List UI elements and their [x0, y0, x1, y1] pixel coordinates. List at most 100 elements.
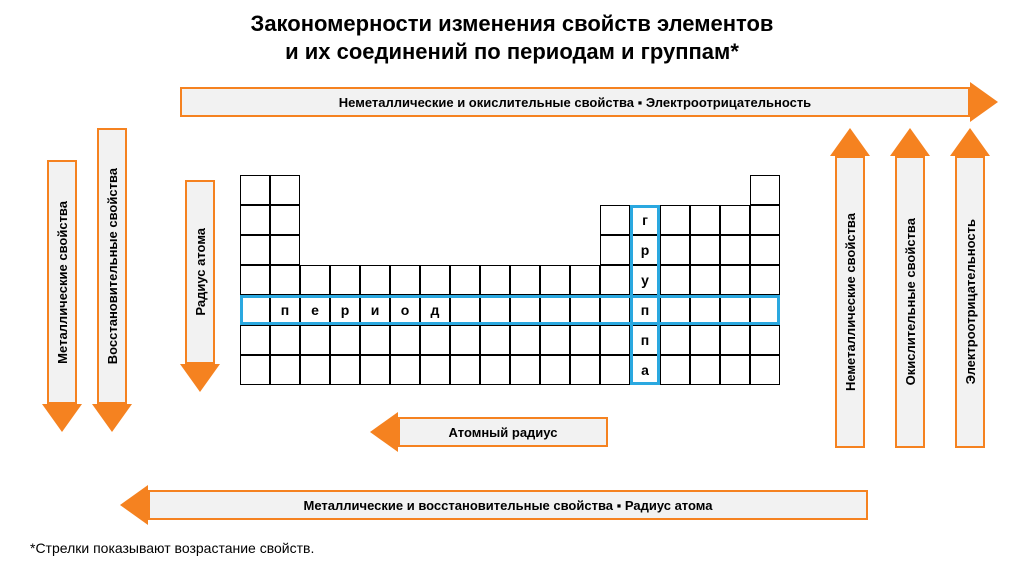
- grid-cell: [450, 325, 480, 355]
- grid-cell: [330, 325, 360, 355]
- grid-cell: [360, 355, 390, 385]
- grid-cell: [690, 205, 720, 235]
- arrow-left-down-1: Металлические свойства: [42, 160, 82, 432]
- grid-cell: п: [270, 295, 300, 325]
- arrow-left-down-1-label: Металлические свойства: [55, 195, 70, 370]
- arrow-right-up-2: Окислительные свойства: [890, 128, 930, 448]
- grid-cell: [570, 265, 600, 295]
- arrow-right-up-1-label: Неметаллические свойства: [843, 207, 858, 397]
- grid-cell: [720, 295, 750, 325]
- arrowhead-down-icon: [92, 404, 132, 432]
- arrow-bottom-left-label: Металлические и восстановительные свойст…: [148, 490, 868, 520]
- grid-cell: у: [630, 265, 660, 295]
- grid-cell: [690, 355, 720, 385]
- grid-cell: [420, 325, 450, 355]
- grid-cell: [480, 325, 510, 355]
- grid-cell: [270, 235, 300, 265]
- grid-cell: [510, 295, 540, 325]
- arrow-left-down-3: Радиус атома: [180, 180, 220, 392]
- grid-cell: [480, 295, 510, 325]
- periodic-table-grid: групериодппа: [240, 175, 780, 385]
- arrowhead-up-icon: [830, 128, 870, 156]
- arrowhead-down-icon: [42, 404, 82, 432]
- grid-cell: [600, 235, 630, 265]
- grid-cell: [300, 355, 330, 385]
- grid-cell: [240, 175, 270, 205]
- grid-cell: [240, 295, 270, 325]
- grid-cell: [660, 295, 690, 325]
- arrow-right-up-3: Электроотрицательность: [950, 128, 990, 448]
- grid-cell: [720, 205, 750, 235]
- grid-cell: [240, 325, 270, 355]
- arrow-top-right-label: Неметаллические и окислительные свойства…: [180, 87, 970, 117]
- grid-cell: [600, 265, 630, 295]
- grid-cell: [450, 265, 480, 295]
- grid-cell: д: [420, 295, 450, 325]
- arrow-top-right: Неметаллические и окислительные свойства…: [180, 82, 998, 122]
- arrow-atomic-radius: Атомный радиус: [370, 412, 608, 452]
- grid-cell: [660, 355, 690, 385]
- grid-cell: [540, 325, 570, 355]
- grid-cell: [540, 355, 570, 385]
- arrow-left-down-3-label: Радиус атома: [193, 222, 208, 322]
- grid-cell: а: [630, 355, 660, 385]
- grid-cell: п: [630, 295, 660, 325]
- grid-cell: [660, 235, 690, 265]
- grid-cell: р: [630, 235, 660, 265]
- grid-cell: [240, 235, 270, 265]
- grid-cell: [270, 265, 300, 295]
- grid-cell: [300, 265, 330, 295]
- grid-cell: [450, 355, 480, 385]
- arrow-right-up-2-label: Окислительные свойства: [903, 212, 918, 391]
- grid-cell: [690, 325, 720, 355]
- arrow-bottom-left: Металлические и восстановительные свойст…: [120, 485, 868, 525]
- grid-cell: [540, 265, 570, 295]
- arrowhead-left-icon: [370, 412, 398, 452]
- grid-cell: [750, 295, 780, 325]
- arrow-left-down-2-label: Восстановительные свойства: [105, 162, 120, 370]
- arrow-right-up-3-label: Электроотрицательность: [963, 213, 978, 390]
- grid-cell: [360, 325, 390, 355]
- grid-cell: [270, 325, 300, 355]
- grid-cell: [720, 265, 750, 295]
- arrowhead-right-icon: [970, 82, 998, 122]
- grid-cell: [750, 325, 780, 355]
- grid-cell: [390, 325, 420, 355]
- grid-cell: [750, 175, 780, 205]
- grid-cell: [270, 205, 300, 235]
- grid-cell: р: [330, 295, 360, 325]
- grid-cell: [600, 295, 630, 325]
- arrowhead-up-icon: [890, 128, 930, 156]
- arrow-atomic-radius-label: Атомный радиус: [398, 417, 608, 447]
- grid-cell: [750, 235, 780, 265]
- grid-cell: [720, 325, 750, 355]
- grid-cell: [600, 355, 630, 385]
- grid-cell: [570, 325, 600, 355]
- grid-cell: [600, 325, 630, 355]
- grid-cell: [570, 355, 600, 385]
- grid-cell: [600, 205, 630, 235]
- grid-cell: [240, 205, 270, 235]
- grid-cell: [570, 295, 600, 325]
- grid-cell: и: [360, 295, 390, 325]
- grid-cell: [330, 265, 360, 295]
- grid-cell: [360, 265, 390, 295]
- arrow-left-down-2: Восстановительные свойства: [92, 128, 132, 432]
- grid-cell: [750, 355, 780, 385]
- grid-cell: [660, 325, 690, 355]
- grid-cell: [720, 235, 750, 265]
- grid-cell: [690, 295, 720, 325]
- footnote: *Стрелки показывают возрастание свойств.: [30, 540, 314, 556]
- grid-cell: [420, 355, 450, 385]
- grid-cell: [660, 265, 690, 295]
- grid-cell: [720, 355, 750, 385]
- grid-cell: [240, 355, 270, 385]
- arrowhead-up-icon: [950, 128, 990, 156]
- grid-cell: [690, 235, 720, 265]
- grid-cell: [750, 265, 780, 295]
- grid-cell: е: [300, 295, 330, 325]
- grid-cell: [450, 295, 480, 325]
- grid-cell: п: [630, 325, 660, 355]
- arrowhead-down-icon: [180, 364, 220, 392]
- grid-cell: [510, 355, 540, 385]
